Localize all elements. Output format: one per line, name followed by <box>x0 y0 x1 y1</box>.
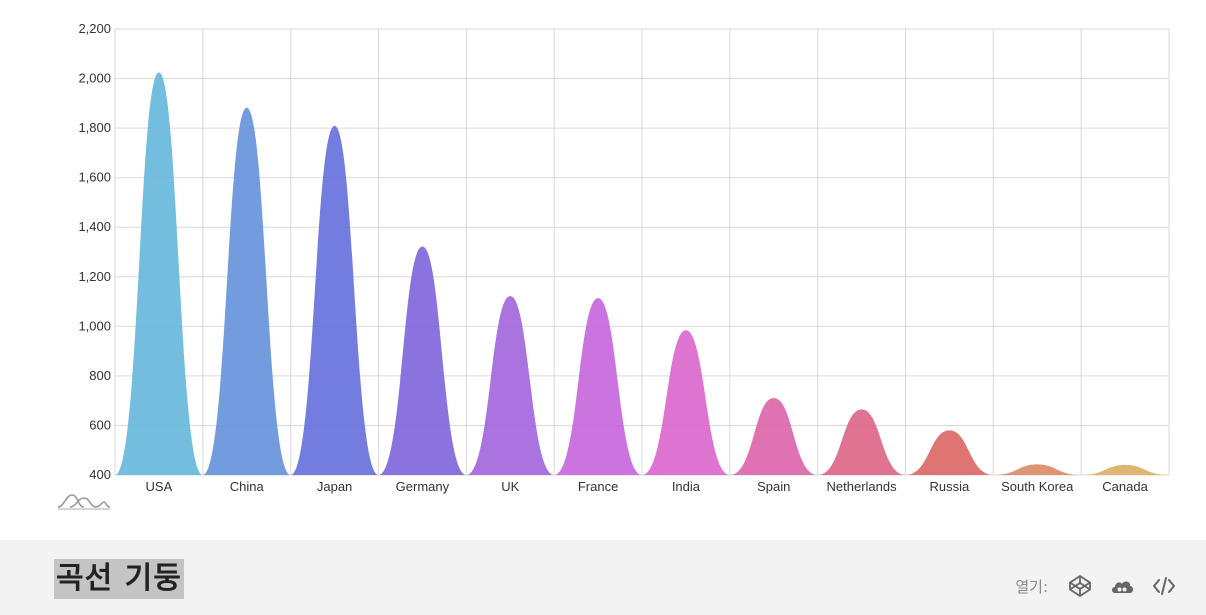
footer-bar: 곡선 기둥 열기: <box>0 540 1206 615</box>
y-axis: 400 600 800 1,000 1,200 1,400 1,600 1,800 2,000 2… <box>78 21 111 482</box>
y-tick-label: 1,200 <box>78 269 111 284</box>
y-tick-label: 2,000 <box>78 71 111 86</box>
series-layer <box>115 72 1169 476</box>
x-tick-label: Japan <box>317 479 352 494</box>
chart-logo-icon[interactable] <box>56 490 112 512</box>
y-tick-label: 1,000 <box>78 318 111 333</box>
y-tick-label: 1,800 <box>78 120 111 135</box>
y-tick-label: 800 <box>89 368 111 383</box>
x-tick-label: France <box>578 479 618 494</box>
y-tick-label: 1,600 <box>78 170 111 185</box>
x-axis: USA China Japan Germany UK France India Spain Ne… <box>146 479 1149 494</box>
cloud-icon[interactable] <box>1108 572 1136 600</box>
x-tick-label: UK <box>501 479 519 494</box>
x-tick-label: Spain <box>757 479 790 494</box>
x-tick-label: Germany <box>396 479 450 494</box>
x-tick-label: USA <box>146 479 173 494</box>
column-germany <box>378 246 467 475</box>
open-in-toolbar: 열기: <box>1015 570 1178 602</box>
column-south-korea <box>993 464 1082 475</box>
x-tick-label: China <box>230 479 265 494</box>
column-japan <box>290 125 379 476</box>
x-tick-label: India <box>672 479 701 494</box>
column-usa <box>115 72 203 475</box>
column-spain <box>729 397 818 475</box>
chart-area: 400 600 800 1,000 1,200 1,400 1,600 1,800 2,000 2… <box>56 21 1170 512</box>
y-tick-label: 1,400 <box>78 219 111 234</box>
codepen-icon[interactable] <box>1066 572 1094 600</box>
x-tick-label: Netherlands <box>827 479 898 494</box>
curved-columns-chart: 400 600 800 1,000 1,200 1,400 1,600 1,800 2,000 2… <box>78 21 1170 494</box>
page-title: 곡선 기둥 <box>54 559 184 599</box>
y-tick-label: 400 <box>89 467 111 482</box>
column-netherlands <box>817 409 906 475</box>
x-tick-label: Canada <box>1102 479 1148 494</box>
column-canada <box>1081 464 1169 475</box>
x-tick-label: South Korea <box>1001 479 1074 494</box>
grid-layer <box>114 28 1170 476</box>
column-uk <box>466 296 555 475</box>
y-tick-label: 2,200 <box>78 21 111 36</box>
code-icon[interactable] <box>1150 572 1178 600</box>
column-india <box>642 330 730 475</box>
column-china <box>202 107 291 475</box>
column-france <box>554 298 642 475</box>
y-tick-label: 600 <box>89 417 111 432</box>
open-label: 열기: <box>1015 577 1048 596</box>
x-tick-label: Russia <box>930 479 971 494</box>
column-russia <box>905 430 994 475</box>
